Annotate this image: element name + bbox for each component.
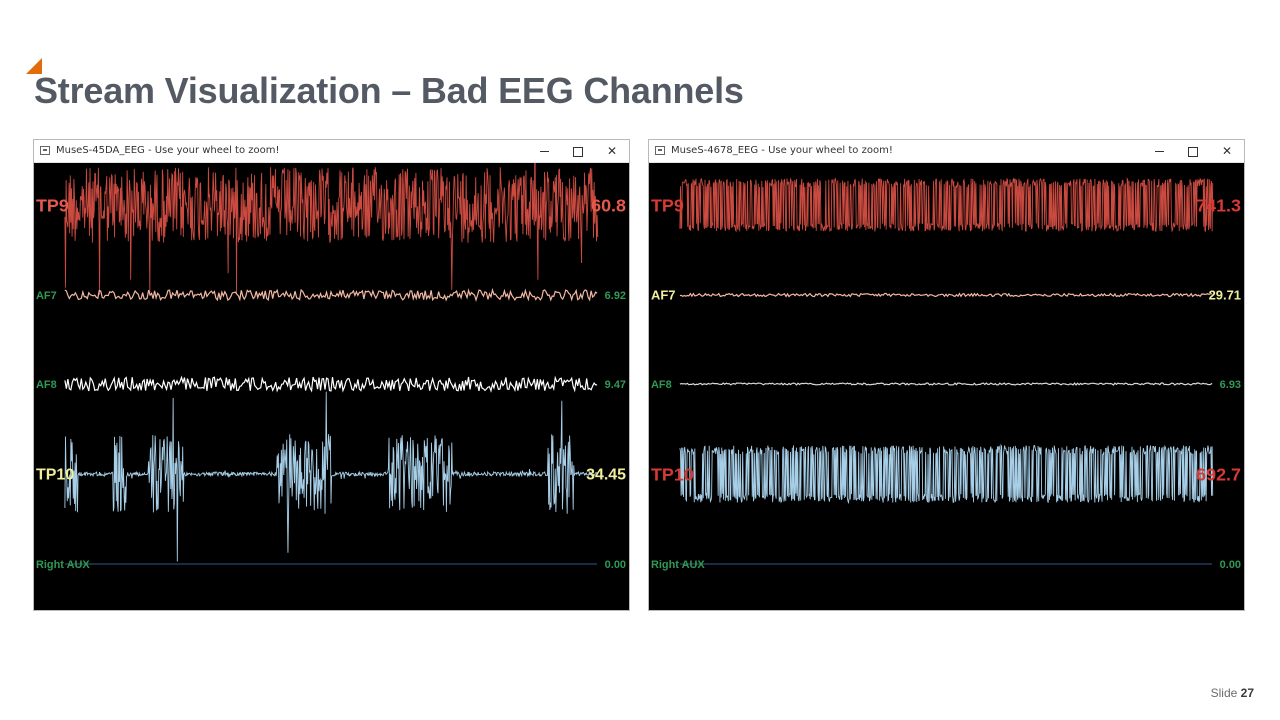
window-title: MuseS-45DA_EEG - Use your wheel to zoom! <box>56 145 280 156</box>
channel-label: AF7 <box>651 288 675 303</box>
minimize-icon[interactable] <box>529 142 559 160</box>
slide-number: Slide 27 <box>1211 686 1254 700</box>
channel-label: TP9 <box>651 195 684 215</box>
channel-waveform-tp10 <box>679 443 1214 505</box>
channel-value: 6.92 <box>605 290 626 302</box>
channel-value: 0.00 <box>605 559 626 571</box>
channel-waveform-af7 <box>64 287 598 303</box>
channel-label: AF7 <box>36 290 57 302</box>
eeg-window-4678[interactable]: MuseS-4678_EEG - Use your wheel to zoom!… <box>648 139 1245 611</box>
app-window-icon <box>40 146 50 155</box>
channel-value: 60.8 <box>591 195 626 215</box>
channel-label: TP10 <box>651 464 694 484</box>
slide-number-label: Slide <box>1210 686 1238 700</box>
channel-label: AF8 <box>36 379 57 391</box>
channel-waveform-tp10 <box>64 391 599 562</box>
channel-label: TP10 <box>36 467 74 484</box>
close-icon[interactable]: ✕ <box>606 144 618 158</box>
maximize-icon[interactable] <box>1178 142 1208 160</box>
eeg-stream-plot[interactable]: TP9 741.3 AF7 29.71 AF8 6.93 TP10 692.7 Right AU… <box>649 163 1244 610</box>
channel-waveform-af8 <box>679 382 1213 386</box>
channel-value: 692.7 <box>1196 464 1241 484</box>
channel-waveform-tp9 <box>679 176 1214 233</box>
app-window-icon <box>655 146 665 155</box>
window-titlebar[interactable]: MuseS-45DA_EEG - Use your wheel to zoom!… <box>34 140 629 163</box>
channel-waveform-af7 <box>679 292 1213 298</box>
channel-label: Right AUX <box>651 559 705 571</box>
channel-waveform-af8 <box>64 375 598 393</box>
maximize-icon[interactable] <box>563 142 593 160</box>
slide-number-value: 27 <box>1240 686 1254 700</box>
channel-label: TP9 <box>36 195 69 215</box>
channel-value: 0.00 <box>1220 559 1241 571</box>
close-icon[interactable]: ✕ <box>1221 144 1233 158</box>
channel-label: AF8 <box>651 379 672 391</box>
title-accent-triangle <box>26 58 42 74</box>
window-title: MuseS-4678_EEG - Use your wheel to zoom! <box>671 145 893 156</box>
channel-value: 6.93 <box>1220 379 1241 391</box>
channel-label: Right AUX <box>36 559 90 571</box>
minimize-icon[interactable] <box>1144 142 1174 160</box>
eeg-stream-plot[interactable]: TP9 60.8 AF7 6.92 AF8 9.47 TP10 34.45 Right AUX 0… <box>34 163 629 610</box>
channel-value: 34.45 <box>586 467 626 484</box>
window-titlebar[interactable]: MuseS-4678_EEG - Use your wheel to zoom!… <box>649 140 1244 163</box>
channel-value: 29.71 <box>1209 288 1241 303</box>
channel-value: 741.3 <box>1196 195 1241 215</box>
slide-title: Stream Visualization – Bad EEG Channels <box>34 70 744 111</box>
channel-value: 9.47 <box>605 379 626 391</box>
channel-waveform-tp9 <box>64 163 599 295</box>
eeg-window-45da[interactable]: MuseS-45DA_EEG - Use your wheel to zoom!… <box>33 139 630 611</box>
